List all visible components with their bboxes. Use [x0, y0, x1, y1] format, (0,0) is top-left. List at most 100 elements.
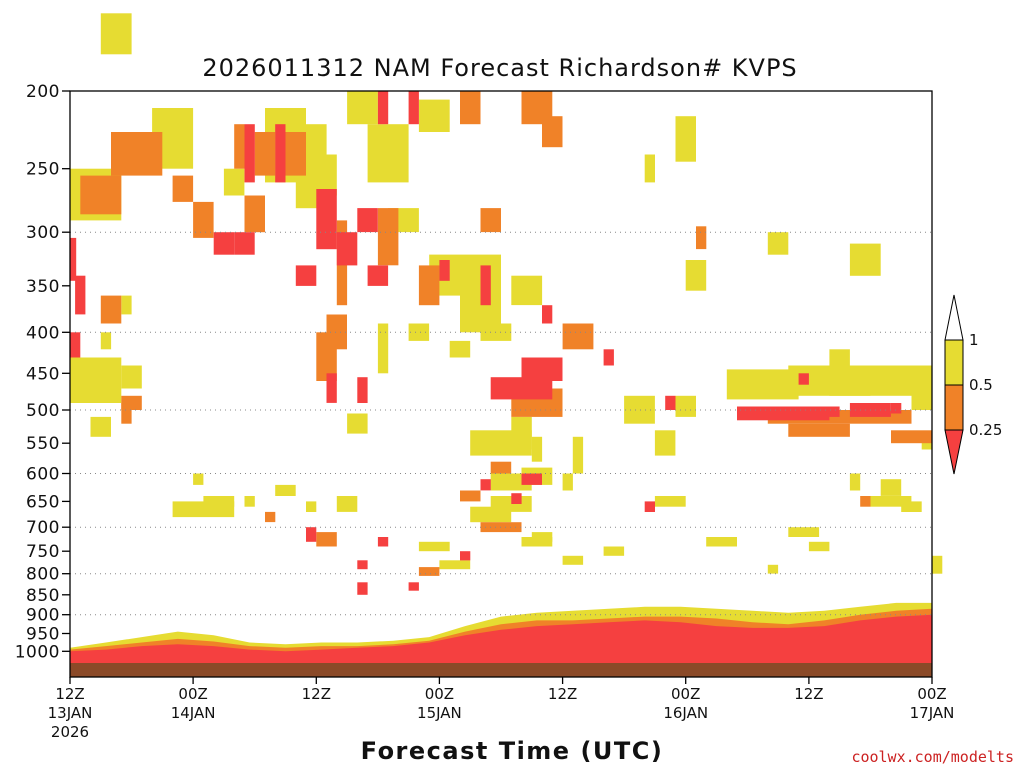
x-tick-time: 12Z [55, 685, 84, 703]
y-tick-label: 600 [26, 465, 60, 485]
heatmap-cell [531, 532, 553, 542]
heatmap-cell [870, 496, 912, 507]
y-tick-label: 850 [26, 586, 60, 606]
heatmap-cell [347, 413, 368, 434]
heatmap-cell [100, 295, 122, 324]
heatmap-cell [767, 232, 789, 255]
colorbar: 1 0.5 0.25 [944, 294, 1002, 475]
heatmap-cell [316, 532, 337, 547]
heatmap-cell [367, 265, 389, 286]
heatmap-cell [562, 323, 594, 350]
heatmap-cell [121, 403, 132, 424]
heatmap-cell [377, 208, 399, 266]
y-tick-label: 750 [26, 542, 60, 562]
heatmap-cell [234, 124, 245, 169]
heatmap-cell [377, 323, 389, 374]
colorbar-label: 1 [969, 331, 979, 349]
heatmap-cell [357, 208, 378, 233]
heatmap-cell [418, 567, 440, 576]
x-tick-time: 00Z [917, 685, 946, 703]
heatmap-cell [244, 124, 255, 183]
heatmap-cell [911, 388, 932, 410]
boundary-layer-fills [70, 602, 932, 666]
heatmap-cell [285, 132, 306, 176]
heatmap-cell [75, 275, 86, 315]
heatmap-cell [70, 237, 77, 281]
heatmap-cell [336, 232, 358, 266]
heatmap-cell [490, 496, 532, 512]
heatmap-cell [665, 395, 676, 410]
credit-link[interactable]: coolwx.com/modelts [851, 748, 1014, 766]
plot-frame [69, 90, 933, 678]
heatmap-cell [490, 473, 532, 491]
heatmap-cell [100, 332, 112, 350]
x-tick-time: 12Z [794, 685, 823, 703]
heatmap-cell [111, 132, 163, 176]
colorbar-segment-lt1 [944, 339, 964, 386]
heatmap-cell [234, 232, 255, 255]
colorbar-bottom-arrow [944, 429, 964, 475]
heatmap-cells [70, 13, 943, 595]
heatmap-cell [654, 496, 686, 507]
heatmap-cell [408, 91, 419, 125]
heatmap-cell [172, 175, 194, 202]
y-axis: 200 250 300 350 400 450 500 550 600 650 700 750 8008… [15, 82, 70, 662]
heatmap-cell [562, 473, 573, 491]
y-tick-label: 400 [26, 323, 60, 343]
heatmap-cell [480, 479, 491, 491]
heatmap-cell [408, 323, 430, 341]
heatmap-cell [798, 406, 840, 417]
x-tick-date: 13JAN [48, 704, 93, 722]
heatmap-cell [193, 473, 204, 485]
y-tick-label: 500 [26, 401, 60, 421]
heatmap-cell [542, 305, 553, 324]
heatmap-cell [193, 201, 214, 238]
boundary-layer-band [70, 614, 932, 666]
heatmap-cell [511, 395, 543, 417]
heatmap-cell [449, 340, 471, 358]
heatmap-cell [223, 168, 245, 196]
heatmap-cell [480, 265, 491, 306]
heatmap-cell [480, 208, 501, 233]
heatmap-cell [265, 511, 276, 523]
x-tick-time: 00Z [178, 685, 207, 703]
heatmap-cell [254, 132, 276, 176]
heatmap-cell [439, 260, 450, 281]
heatmap-cell [654, 430, 676, 456]
heatmap-cell [531, 436, 543, 462]
x-tick-date: 14JAN [171, 704, 216, 722]
colorbar-segment-lt05 [944, 384, 964, 431]
heatmap-cell [767, 564, 779, 574]
heatmap-cell [685, 260, 707, 291]
y-tick-label: 700 [26, 518, 60, 538]
heatmap-cell [696, 226, 707, 250]
heatmap-cell [521, 357, 563, 381]
heatmap-cell [603, 349, 614, 366]
y-tick-label: 650 [26, 492, 60, 512]
heatmap-cell [439, 560, 471, 570]
heatmap-cell [480, 522, 522, 533]
heatmap-cell [726, 369, 799, 400]
heatmap-cell [460, 490, 481, 502]
heatmap-cell [644, 154, 655, 183]
heatmap-cell [511, 275, 543, 306]
y-tick-label: 200 [26, 82, 60, 102]
heatmap-cell [521, 537, 553, 547]
heatmap-cell [357, 582, 368, 595]
heatmap-cell [511, 493, 522, 504]
y-tick-label: 550 [26, 434, 60, 454]
x-tick-time: 00Z [671, 685, 700, 703]
heatmap-cell [306, 501, 317, 512]
heatmap-cell [295, 265, 317, 286]
heatmap-cell [901, 501, 922, 512]
heatmap-cell [377, 91, 389, 125]
heatmap-cell [213, 232, 235, 255]
heatmap-cell [706, 537, 737, 547]
heatmap-cell [306, 527, 317, 542]
heatmap-cell [121, 365, 142, 389]
chart-title: 2026011312 NAM Forecast Richardson# KVPS [202, 54, 797, 82]
y-tick-label: 250 [26, 160, 60, 180]
heatmap-cell [418, 541, 450, 552]
